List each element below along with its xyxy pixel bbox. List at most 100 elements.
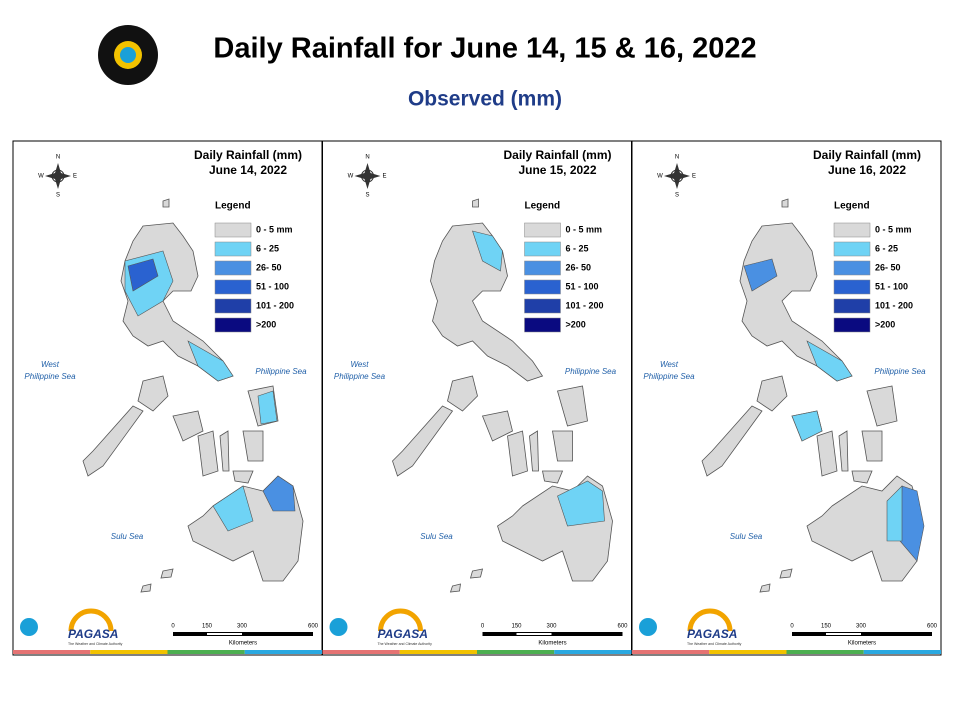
color-stripe [632, 650, 710, 654]
scale-unit: Kilometers [538, 641, 566, 647]
scale-tick-label: 0 [171, 624, 175, 630]
panels: Daily Rainfall (mm) June 14, 2022 N S E W Lege… [12, 140, 942, 656]
logo-tagline: The Weather and Climate Authority [378, 642, 433, 646]
map-panel: Daily Rainfall (mm)June 14, 2022 N S E W Lege… [12, 140, 323, 656]
logo-agency: PAGASA [68, 627, 118, 641]
legend-label: 6 - 25 [566, 243, 589, 253]
color-stripe [399, 650, 477, 654]
logo-arc [687, 608, 733, 632]
compass [361, 169, 374, 183]
map-panel: Daily Rainfall (mm)June 15, 2022 N S E W Lege… [322, 140, 632, 656]
legend-swatch [214, 317, 252, 333]
logo-agency: PAGASA [378, 627, 428, 641]
legend-label: 6 - 25 [875, 243, 898, 253]
panel-title: Daily Rainfall (mm) [813, 148, 921, 162]
legend-swatch [214, 260, 252, 276]
color-stripe [90, 650, 168, 654]
legend-label: 101 - 200 [566, 300, 604, 310]
scale-tick-label: 600 [927, 624, 938, 630]
logo-mark [639, 618, 657, 636]
compass-letter: S [675, 193, 679, 199]
compass [664, 163, 690, 189]
logo-agency: PAGASA [687, 627, 737, 641]
scale-tick-label: 0 [790, 624, 794, 630]
legend-label: 51 - 100 [256, 281, 289, 291]
scale-bar [792, 632, 932, 636]
scale-tick-label: 600 [308, 624, 319, 630]
subtitle: Observed (mm) [408, 88, 562, 111]
rainfall-area [886, 485, 903, 542]
color-stripe [167, 650, 245, 654]
sea-label: Sulu Sea [420, 532, 453, 541]
scale-tick-label: 150 [511, 624, 522, 630]
sea-label: Philippine Sea [24, 372, 76, 381]
sea-label: Sulu Sea [730, 532, 763, 541]
sea-label: West [41, 360, 60, 369]
rainfall-area [127, 258, 159, 292]
color-stripe [477, 650, 555, 654]
scale-tick-label: 600 [617, 624, 628, 630]
legend-label: 101 - 200 [256, 300, 294, 310]
sea-label: Sulu Sea [111, 532, 144, 541]
legend-label: 0 - 5 mm [256, 224, 293, 234]
legend-label: 101 - 200 [875, 300, 913, 310]
compass-letter: S [56, 193, 60, 199]
logo-arc [68, 608, 114, 632]
rainfall-area [262, 475, 296, 512]
scale-tick-label: 300 [856, 624, 867, 630]
compass [45, 163, 71, 189]
sea-label: Philippine Sea [643, 372, 695, 381]
color-stripe [863, 650, 941, 654]
panel-title: Daily Rainfall (mm) [503, 148, 611, 162]
legend-swatch [833, 298, 871, 314]
compass-letter: E [73, 174, 77, 180]
scale-unit: Kilometers [229, 641, 257, 647]
legend-swatch [524, 241, 561, 257]
rainfall-area [212, 485, 254, 532]
sea-label: Philippine Sea [874, 367, 926, 376]
logo-mark [329, 618, 348, 636]
logo-mark [20, 618, 38, 636]
compass [51, 169, 65, 183]
legend-swatch [524, 260, 561, 276]
legend-label: 26- 50 [566, 262, 592, 272]
compass-letter: S [365, 193, 369, 199]
legend-label: >200 [875, 319, 895, 329]
panel-date: June 15, 2022 [518, 163, 596, 177]
scale-tick-label: 300 [546, 624, 557, 630]
legend-title: Legend [834, 201, 870, 212]
legend-swatch [833, 222, 871, 238]
scale-tick-label: 150 [821, 624, 832, 630]
logo-tagline: The Weather and Climate Authority [68, 642, 123, 646]
legend-swatch [524, 222, 561, 238]
color-stripe [244, 650, 322, 654]
legend-swatch [833, 260, 871, 276]
compass-letter: E [382, 174, 386, 180]
legend-swatch [833, 241, 871, 257]
legend-label: 6 - 25 [256, 243, 279, 253]
panel-date: June 14, 2022 [209, 163, 287, 177]
sea-label: West [660, 360, 679, 369]
legend-swatch [214, 241, 252, 257]
compass-letter: N [365, 155, 369, 161]
legend-label: 51 - 100 [875, 281, 908, 291]
rainfall-area [257, 390, 278, 425]
legend-swatch [524, 317, 561, 333]
legend-swatch [214, 298, 252, 314]
scale-unit: Kilometers [848, 641, 876, 647]
rainfall-area [557, 480, 605, 527]
logo-tagline: The Weather and Climate Authority [687, 642, 742, 646]
rainfall-area [472, 230, 503, 272]
compass-letter: N [56, 155, 60, 161]
scale-bar [516, 633, 552, 635]
panel-date: June 16, 2022 [828, 163, 906, 177]
legend-label: 26- 50 [256, 262, 282, 272]
color-stripe [709, 650, 787, 654]
map-panel: Daily Rainfall (mm)June 16, 2022 N S E W Lege… [631, 140, 942, 656]
compass-letter: W [657, 174, 663, 180]
logo-arc [378, 608, 423, 632]
scale-tick-label: 300 [237, 624, 248, 630]
scale-tick-label: 0 [481, 624, 485, 630]
header: Daily Rainfall for June 14, 15 & 16, 202… [98, 25, 757, 111]
